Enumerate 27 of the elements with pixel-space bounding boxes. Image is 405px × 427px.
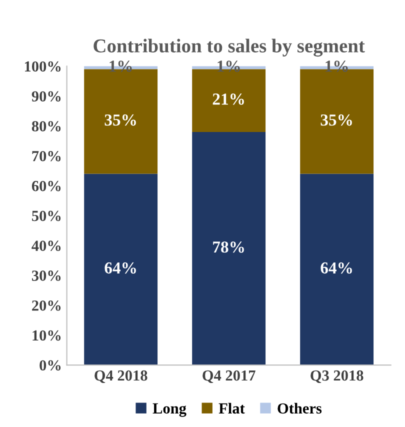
legend-label: Flat — [218, 402, 245, 414]
data-label: 21% — [212, 93, 244, 105]
y-tick-label: 60% — [32, 180, 61, 192]
y-tick-label: 0% — [40, 360, 61, 371]
x-tick-label: Q4 2018 — [94, 370, 148, 384]
x-tick-label: Q3 2018 — [310, 370, 364, 384]
data-label: 64% — [104, 262, 136, 274]
y-tick-label: 40% — [32, 240, 61, 252]
bar — [192, 132, 266, 366]
data-label: 78% — [213, 241, 244, 253]
data-label: 35% — [104, 114, 136, 126]
y-tick-label: 80% — [32, 121, 61, 132]
y-tick-label: 50% — [32, 210, 61, 222]
y-tick-label: 100% — [24, 61, 61, 72]
bar — [84, 174, 158, 366]
x-tick-label: Q4 2017 — [202, 370, 256, 384]
y-tick-label: 90% — [32, 91, 61, 102]
legend-label: Others — [278, 402, 322, 414]
bar — [300, 174, 374, 366]
chart-title: Contribution to sales by segment — [94, 38, 365, 57]
data-label: 35% — [320, 114, 352, 126]
data-label: 64% — [320, 262, 352, 274]
legend-label: Long — [152, 403, 186, 417]
y-tick-label: 20% — [32, 300, 61, 311]
y-tick-label: 30% — [32, 270, 61, 281]
y-tick-label: 70% — [32, 150, 61, 162]
y-tick-label: 10% — [32, 330, 61, 341]
